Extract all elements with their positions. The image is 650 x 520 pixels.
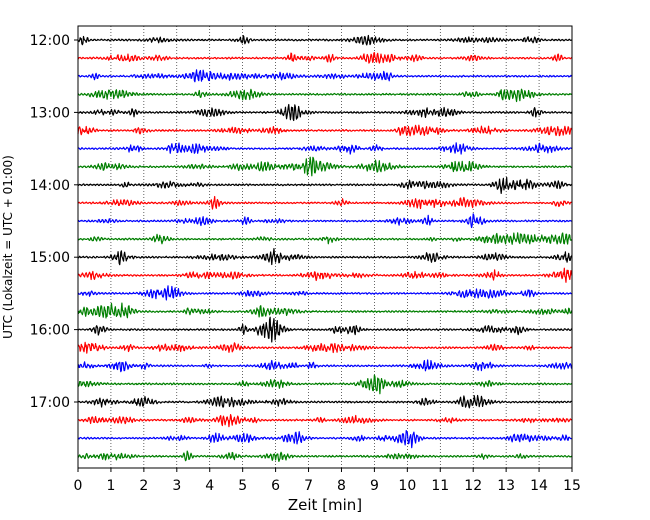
x-tick-label: 2: [139, 478, 148, 494]
seismic-trace: [77, 413, 573, 428]
seismic-trace: [77, 156, 573, 177]
seismic-trace: [77, 213, 573, 229]
x-tick-label: 3: [172, 478, 181, 494]
seismic-trace: [77, 52, 573, 64]
y-tick-label: 13:00: [30, 105, 70, 121]
seismic-trace: [77, 176, 573, 195]
seismic-trace: [77, 429, 573, 449]
seismic-trace: [77, 359, 573, 373]
x-axis-title: Zeit [min]: [288, 496, 362, 514]
x-tick-label: 7: [304, 478, 313, 494]
seismic-trace: [77, 142, 573, 155]
x-tick-label: 11: [431, 478, 449, 494]
plot-background: [78, 26, 572, 468]
x-tick-label: 4: [205, 478, 214, 494]
x-tick-label: 6: [271, 478, 280, 494]
x-tick-label: 5: [238, 478, 247, 494]
x-tick-label: 8: [337, 478, 346, 494]
seismic-trace: [77, 34, 573, 46]
x-tick-label: 15: [563, 478, 581, 494]
seismic-trace: [77, 316, 573, 343]
seismic-trace: [77, 124, 573, 137]
seismic-trace: [77, 341, 573, 354]
x-axis-ticks: 0 1 2 3 4 5 6 7 8 9 10 11 12 13 14 15: [74, 468, 581, 494]
seismic-trace: [77, 285, 573, 301]
seismic-trace: [77, 69, 573, 83]
seismic-trace: [77, 302, 573, 319]
y-tick-label: 16:00: [30, 323, 70, 339]
y-axis-title: UTC (Lokalzeit = UTC + 01:00): [1, 155, 15, 339]
y-tick-label: 15:00: [30, 250, 70, 266]
seismic-trace: [77, 267, 573, 283]
plot-frame: [77, 25, 573, 469]
seismic-traces: [77, 34, 573, 463]
x-tick-label: 12: [464, 478, 482, 494]
x-tick-label: 0: [74, 478, 83, 494]
seismic-trace: [77, 88, 573, 103]
seismic-trace: [77, 247, 573, 266]
seismic-trace: [77, 195, 573, 210]
seismic-trace: [77, 103, 573, 122]
y-tick-label: 14:00: [30, 178, 70, 194]
seismic-trace: [77, 394, 573, 409]
y-axis-ticks: 12:00 13:00 14:00 15:00 16:00 17:00: [30, 33, 78, 411]
x-tick-label: 13: [497, 478, 515, 494]
seismic-trace: [77, 450, 573, 463]
seismic-trace: [77, 374, 573, 395]
x-tick-label: 9: [370, 478, 379, 494]
seismic-trace: [77, 232, 573, 245]
y-tick-label: 12:00: [30, 33, 70, 49]
x-tick-label: 10: [398, 478, 416, 494]
y-tick-label: 17:00: [30, 395, 70, 411]
x-tick-label: 14: [530, 478, 548, 494]
x-tick-label: 1: [106, 478, 115, 494]
